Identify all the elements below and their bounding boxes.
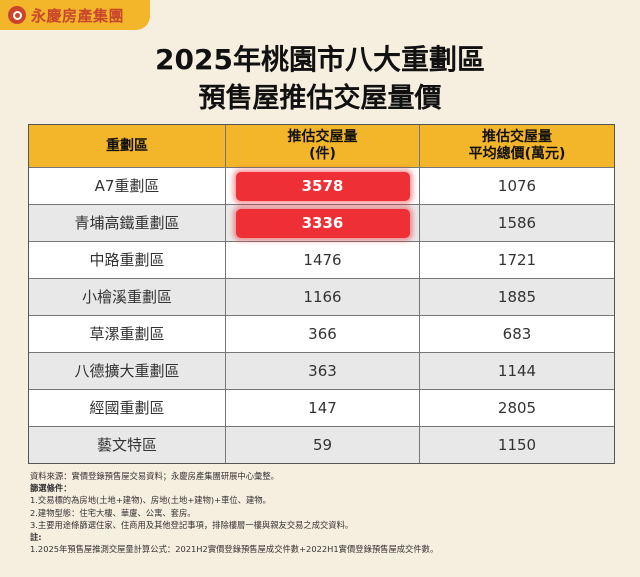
brand-name: 永慶房產集團 [31,6,125,25]
data-table: 重劃區 推估交屋量 (件) 推估交屋量 平均總價(萬元) A7重劃區 3578 10… [28,124,615,464]
note-title: 註: [30,532,42,543]
volume-cell: 1476 [225,242,419,278]
header-price: 推估交屋量 平均總價(萬元) [419,125,614,167]
price-cell: 1144 [419,353,614,389]
price-cell: 1586 [419,205,614,241]
price-cell: 1721 [419,242,614,278]
source-note: 資料來源：實價登錄預售屋交易資料；永慶房產集團研展中心彙整。 [30,471,279,481]
filter-title: 篩選條件： [30,483,72,494]
page-subtitle: 預售屋推估交屋量價 [198,83,442,114]
price-cell: 1885 [419,279,614,315]
table-row: 青埔高鐵重劃區 3336 1586 [29,204,614,241]
logo-circle-icon [8,6,26,24]
header-district: 重劃區 [106,137,148,154]
district-cell: 青埔高鐵重劃區 [74,213,180,232]
district-cell: A7重劃區 [94,176,160,195]
note-item: 1.2025年預售屋推測交屋量計算公式：2021H2實價登錄預售屋成交件數+20… [30,544,439,555]
filter-item: 2.建物型態：住宅大樓、華廈、公寓、套房。 [30,507,196,518]
footnotes: 資料來源：實價登錄預售屋交易資料；永慶房產集團研展中心彙整。 篩選條件： 1.交… [30,470,620,555]
district-cell: 中路重劃區 [89,250,165,269]
page-title: 2025年桃園市八大重劃區 [155,43,485,76]
district-cell: 藝文特區 [96,435,157,454]
header-volume: 推估交屋量 (件) [225,125,419,167]
table-row: 草漯重劃區 366 683 [29,315,614,352]
volume-cell: 363 [225,353,419,389]
district-cell: 八德擴大重劃區 [74,361,180,380]
price-cell: 1076 [419,168,614,204]
district-cell: 小檜溪重劃區 [81,287,172,306]
price-cell: 1150 [419,427,614,463]
district-cell: 經國重劃區 [89,398,165,417]
volume-cell: 1166 [225,279,419,315]
table-row: 小檜溪重劃區 1166 1885 [29,278,614,315]
table-row: 經國重劃區 147 2805 [29,389,614,426]
table-row: 中路重劃區 1476 1721 [29,241,614,278]
filter-item: 1.交易標的為房地(土地+建物)、房地(土地+建物)+車位、建物。 [30,495,271,506]
volume-cell: 59 [225,427,419,463]
highlighted-volume: 3578 [235,171,410,201]
table-row: 八德擴大重劃區 363 1144 [29,352,614,389]
filter-item: 3.主要用途條篩選住家、住商用及其他登記事項，排除樓層一樓與親友交易之成交資料。 [30,519,354,530]
table-row: A7重劃區 3578 1076 [29,167,614,204]
district-cell: 草漯重劃區 [89,324,165,343]
highlighted-volume: 3336 [235,208,410,238]
table-header-row: 重劃區 推估交屋量 (件) 推估交屋量 平均總價(萬元) [29,125,614,167]
volume-cell: 3578 [225,168,419,204]
brand-bar: 永慶房產集團 [0,0,150,30]
table-body: A7重劃區 3578 1076 青埔高鐵重劃區 3336 1586 中路重劃區 1476 172… [29,167,614,463]
volume-cell: 3336 [225,205,419,241]
price-cell: 683 [419,316,614,352]
table-row: 藝文特區 59 1150 [29,426,614,463]
volume-cell: 366 [225,316,419,352]
price-cell: 2805 [419,390,614,426]
volume-cell: 147 [225,390,419,426]
